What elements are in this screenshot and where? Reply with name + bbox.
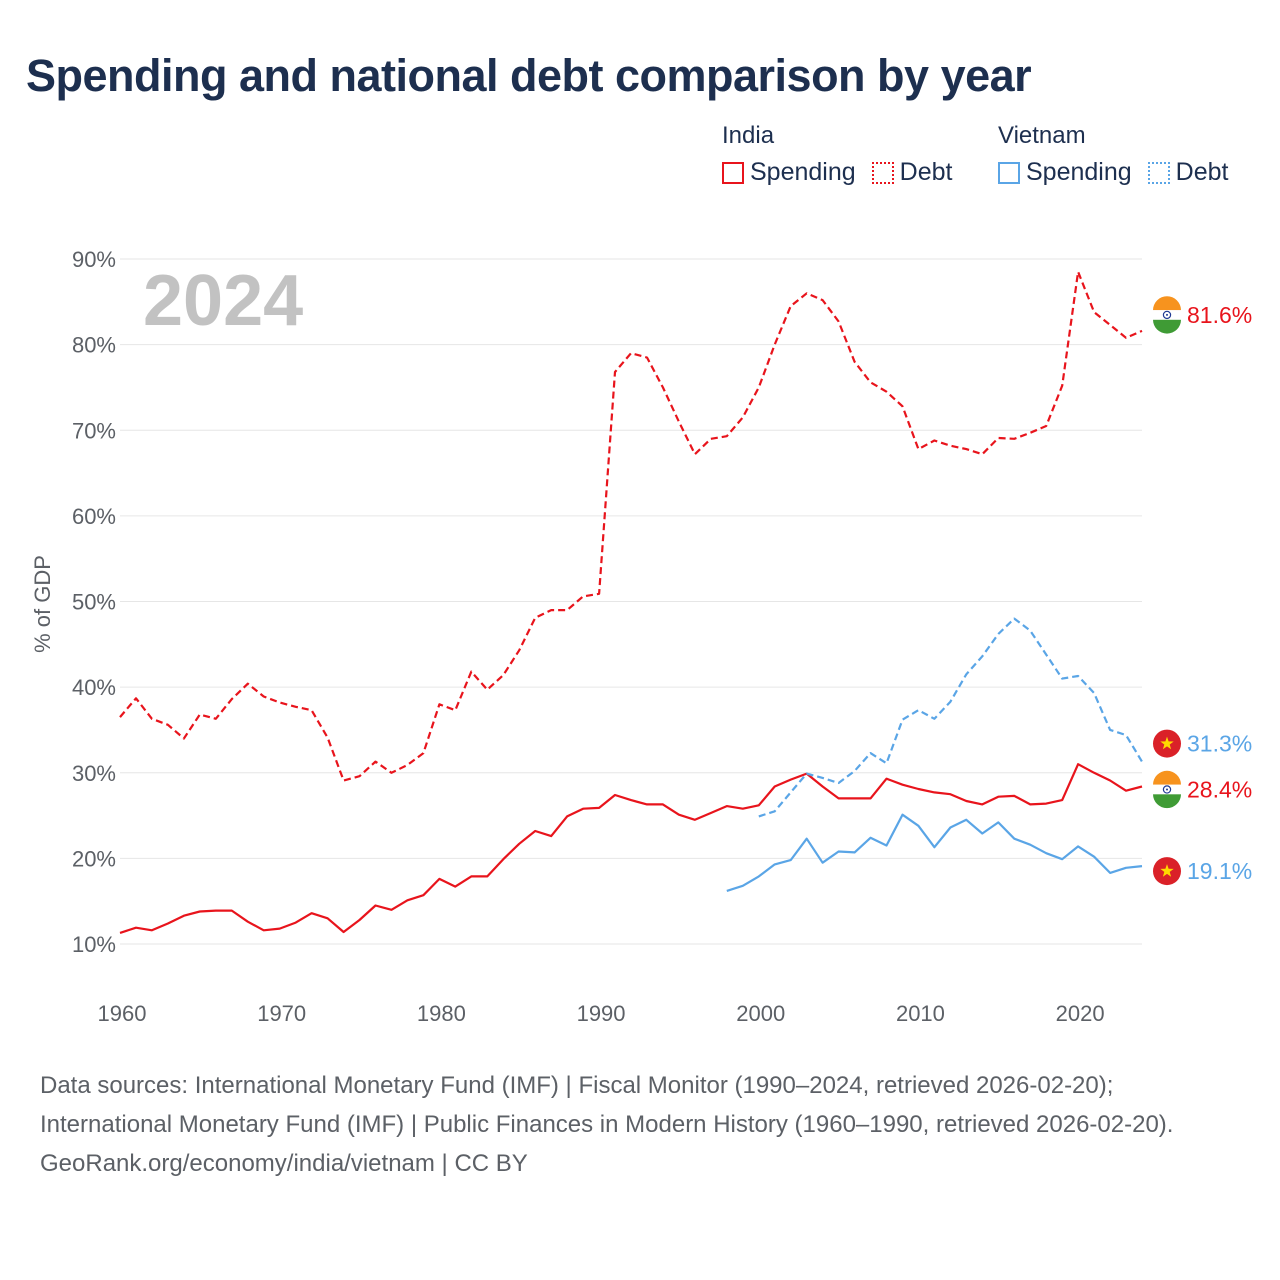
legend-item-vietnam-spending[interactable]: Spending <box>998 158 1132 187</box>
x-tick-label: 2000 <box>736 1001 785 1026</box>
legend-group-name: Vietnam <box>998 122 1086 149</box>
legend-label: Debt <box>1175 158 1229 186</box>
chart-title: Spending and national debt comparison by… <box>26 50 1032 101</box>
y-axis: 10% 20% 30% 40% 50% 60% 70% 80% 90% <box>72 247 116 957</box>
legend-group-name: India <box>722 122 775 149</box>
x-tick-label: 1980 <box>417 1001 466 1026</box>
series-line-vietnam-debt[interactable] <box>758 617 1143 818</box>
x-tick-label: 1960 <box>98 1001 147 1026</box>
legend-swatch-dotted <box>1147 161 1170 184</box>
legend-swatch-solid <box>998 161 1020 184</box>
x-tick-label: 2020 <box>1056 1001 1105 1026</box>
y-tick-label: 80% <box>72 333 116 358</box>
y-axis-label: % of GDP <box>30 555 55 653</box>
y-tick-label: 50% <box>72 590 116 615</box>
series-line-vietnam-spending[interactable] <box>726 813 1143 892</box>
legend-label: Debt <box>899 158 953 186</box>
grid <box>120 258 1142 945</box>
legend-group-vietnam: Vietnam Spending Debt <box>998 122 1244 187</box>
data-sources: Data sources: International Monetary Fun… <box>40 1072 1174 1138</box>
series <box>119 270 1143 934</box>
legend-label: Spending <box>750 158 856 186</box>
end-value-label: 81.6% <box>1187 302 1252 328</box>
y-tick-label: 20% <box>72 846 116 871</box>
y-tick-label: 60% <box>72 504 116 529</box>
y-tick-label: 90% <box>72 247 116 272</box>
y-tick-label: 30% <box>72 761 116 786</box>
series-line-india-spending[interactable] <box>119 763 1143 934</box>
legend-item-india-debt[interactable]: Debt <box>871 158 953 187</box>
end-value-label: 31.3% <box>1187 731 1252 757</box>
end-labels: 81.6% 31.3% 28.4% 19.1% <box>1153 296 1252 886</box>
x-axis: 1960 1970 1980 1990 2000 2010 2020 <box>98 1001 1105 1026</box>
x-tick-label: 1970 <box>257 1001 306 1026</box>
y-tick-label: 10% <box>72 932 116 957</box>
footer: Data sources: International Monetary Fun… <box>40 1066 1240 1183</box>
legend-item-vietnam-debt[interactable]: Debt <box>1147 158 1229 187</box>
credit-link[interactable]: GeoRank.org/economy/india/vietnam | CC B… <box>40 1150 528 1177</box>
y-tick-label: 70% <box>72 418 116 443</box>
legend-group-india: India Spending Debt <box>722 122 968 187</box>
series-line-india-debt[interactable] <box>119 270 1143 782</box>
end-marker-vietnam-spending <box>1153 857 1181 886</box>
x-tick-label: 2010 <box>896 1001 945 1026</box>
x-tick-label: 1990 <box>577 1001 626 1026</box>
end-marker-india-spending <box>1153 770 1181 809</box>
y-tick-label: 40% <box>72 675 116 700</box>
end-value-label: 19.1% <box>1187 858 1252 884</box>
legend-swatch-dotted <box>871 161 894 184</box>
year-watermark: 2024 <box>143 261 303 341</box>
legend-swatch-solid <box>722 161 744 184</box>
end-marker-vietnam-debt <box>1153 729 1181 758</box>
legend-label: Spending <box>1026 158 1132 186</box>
end-marker-india-debt <box>1153 296 1181 334</box>
legend-item-india-spending[interactable]: Spending <box>722 158 856 187</box>
line-chart: 2024 10% 20% 30% 40% 50% 60% 70% 80% 90% 1960 197… <box>30 247 1252 1026</box>
end-value-label: 28.4% <box>1187 776 1252 802</box>
